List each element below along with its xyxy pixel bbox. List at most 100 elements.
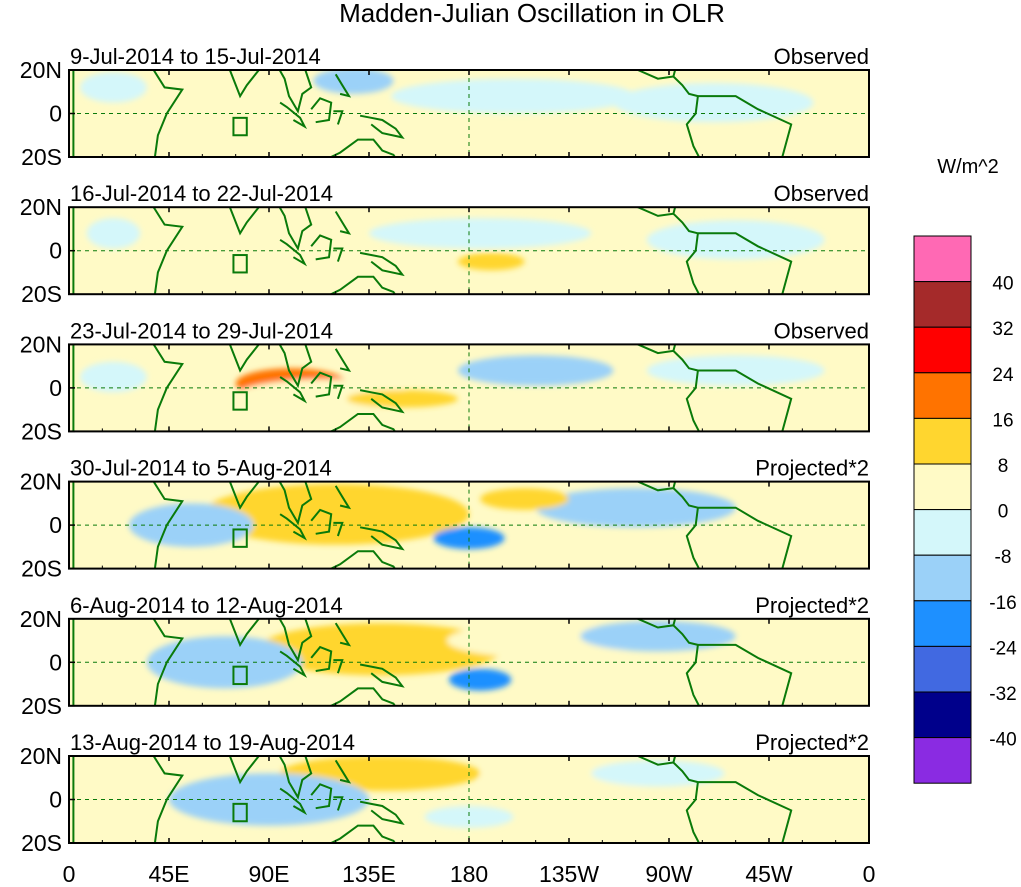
anomaly-mark-4: [457, 355, 614, 386]
coastline-australia: [328, 824, 397, 843]
reference-box: [232, 391, 248, 411]
coastline-philippines: [334, 210, 352, 235]
reference-box: [232, 116, 248, 137]
x-tick-label: 0: [863, 861, 876, 887]
coastline-southam2: [697, 369, 793, 432]
y-tick-label: 20N: [20, 606, 62, 632]
coastline-southam2: [697, 643, 793, 706]
colorbar-level-label: -40: [989, 730, 1016, 751]
coastline-mexico: [636, 481, 677, 492]
colorbar-level-label: -32: [989, 684, 1016, 705]
colorbar-level-label: 32: [992, 319, 1013, 340]
y-tick-label: 20N: [20, 57, 62, 83]
x-tick-label: 135E: [342, 861, 396, 887]
coastlines: [72, 481, 793, 569]
coastline-australia: [328, 550, 397, 569]
coastline-sumatra: [279, 787, 308, 816]
panel-label: Observed: [774, 181, 869, 206]
coastline-australia: [328, 138, 397, 157]
coastline-africa: [72, 618, 185, 706]
colorbar-level-label: -24: [989, 638, 1017, 659]
panel-label: Projected*2: [755, 730, 869, 755]
coastline-india: [228, 70, 261, 99]
y-tick-label: 20S: [21, 830, 62, 856]
coastline-philippines: [334, 348, 352, 373]
coastline-india: [228, 618, 261, 648]
anomaly-mark-5: [313, 70, 394, 94]
reference-box: [232, 254, 248, 274]
coastline-africa: [72, 344, 185, 432]
coastline-africa: [72, 756, 185, 843]
coastline-newguinea: [359, 526, 405, 551]
colorbar-swatch: [913, 554, 972, 602]
coastline-borneo: [310, 234, 333, 261]
panel-label: Projected*2: [755, 456, 869, 481]
y-tick-label: 20N: [20, 331, 62, 357]
panel-period: 9-Jul-2014 to 15-Jul-2014: [70, 44, 321, 69]
coastline-centralam: [672, 761, 699, 784]
panel-6: 20N 0 20S 13-Aug-2014 to 19-Aug-2014 Project…: [20, 730, 870, 856]
coastline-southam: [685, 95, 701, 157]
panels: 20N 0 20S 9-Jul-2014 to 15-Jul-2014 Observed…: [20, 44, 870, 856]
y-tick-label: 0: [49, 101, 62, 127]
x-tick-label: 90E: [249, 861, 290, 887]
colorbar-swatch: [913, 417, 972, 465]
y-tick-label: 20N: [20, 743, 62, 769]
panel-4: 20N 0 20S 30-Jul-2014 to 5-Aug-2014 Projecte…: [20, 456, 870, 582]
coastline-india: [228, 756, 261, 785]
coastlines: [72, 207, 793, 295]
panel-2: 20N 0 20S 16-Jul-2014 to 22-Jul-2014 Observe…: [20, 181, 870, 307]
anomaly-mark-3: [346, 390, 458, 408]
coastlines: [72, 618, 793, 706]
y-tick-label: 20S: [21, 556, 62, 582]
anomaly-mark-3: [457, 252, 525, 271]
reference-box: [232, 665, 248, 686]
coastline-sulawesi: [333, 796, 344, 811]
y-tick-label: 0: [49, 512, 62, 538]
panel-period: 30-Jul-2014 to 5-Aug-2014: [70, 456, 332, 481]
x-tick-label: 135W: [539, 861, 599, 887]
y-tick-label: 20S: [21, 693, 62, 719]
colorbar: W/m^2 40 32 24 16 8 0 -8 -16 -24 -32 -40: [913, 156, 1017, 784]
x-tick-label: 0: [63, 861, 76, 887]
x-tick-label: 180: [450, 861, 488, 887]
coastline-southam: [685, 233, 701, 295]
coastline-centralam: [672, 487, 699, 509]
panel-label: Observed: [774, 44, 869, 69]
x-tick-label: 45E: [149, 861, 190, 887]
anomaly-mark-6: [646, 220, 825, 260]
coastline-borneo: [310, 783, 333, 810]
coastline-newguinea: [359, 800, 405, 825]
y-tick-label: 20N: [20, 194, 62, 220]
anomaly-mark-8: [424, 806, 514, 828]
coastline-sulawesi: [333, 384, 344, 400]
coastline-philippines: [334, 73, 352, 98]
panel-label: Projected*2: [755, 593, 869, 618]
anomaly-mark-4: [369, 218, 592, 249]
coastline-mexico: [636, 618, 677, 629]
coastline-borneo: [310, 508, 333, 535]
coastline-philippines: [334, 759, 352, 784]
coastline-indochina: [278, 618, 313, 663]
reference-box: [232, 802, 248, 823]
coastline-philippines: [334, 622, 352, 647]
coastline-mexico: [636, 756, 677, 766]
coastline-indochina: [278, 481, 313, 526]
panel-period: 13-Aug-2014 to 19-Aug-2014: [70, 730, 355, 755]
anomaly-mark-9: [757, 485, 847, 513]
panel-3: 20N 0 20S 23-Jul-2014 to 29-Jul-2014 Observe…: [20, 318, 870, 444]
colorbar-swatch: [913, 509, 972, 556]
coastline-australia: [328, 687, 397, 706]
anomaly-mark-7: [613, 83, 814, 123]
y-tick-label: 20S: [21, 281, 62, 307]
anomaly-mark-6: [80, 72, 147, 103]
coastline-india: [228, 481, 261, 510]
anomaly-mark-9: [735, 675, 847, 702]
y-tick-label: 20N: [20, 469, 62, 495]
y-tick-label: 0: [49, 238, 62, 264]
y-tick-label: 0: [49, 787, 62, 813]
panel-1: 20N 0 20S 9-Jul-2014 to 15-Jul-2014 Observed: [20, 44, 870, 170]
colorbar-level-label: 8: [998, 456, 1009, 477]
coastline-indochina: [278, 756, 313, 800]
